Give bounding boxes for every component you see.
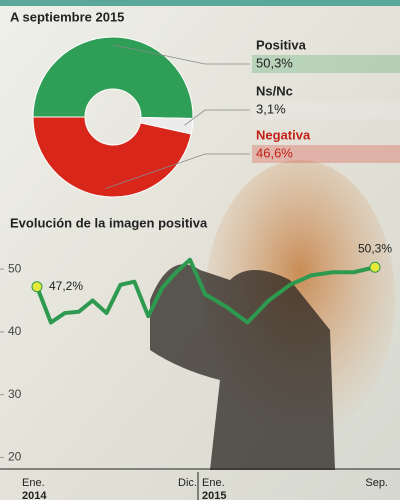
x-tick-label: Ene. [202,477,225,489]
x-tick-label: Dic. [178,477,197,489]
label-strip [252,145,400,163]
pie-title: A septiembre 2015 [10,9,124,24]
line-series [35,257,376,325]
leader-line [105,153,250,189]
x-tick-label: Ene. [22,477,45,489]
leader-line [113,44,250,65]
legend-label: Positiva [256,37,307,52]
y-tick-label: 30 [8,387,22,401]
point-marker [31,281,43,293]
y-tick-label: 20 [8,450,22,464]
leader-line [184,109,250,126]
photo-silhouette [150,264,335,470]
value-label: 50,3% [256,55,293,70]
year-label: 2015 [202,490,226,500]
y-tick-label: 50 [8,261,22,275]
label-strip [252,55,400,73]
value-label: 47,2% [49,279,83,293]
line-title: Evolución de la imagen positiva [10,215,208,230]
x-tick-label: Sep. [365,477,388,489]
point-marker [369,261,381,273]
value-label: 3,1% [256,101,286,116]
header-band [0,0,400,6]
value-label: 50,3% [358,241,392,255]
pie-slice [32,36,194,120]
y-tick-label: 40 [8,324,22,338]
legend-label: Ns/Nc [256,83,293,98]
year-label: 2014 [22,490,47,500]
label-strip [252,101,400,119]
pie-slice [32,116,192,198]
legend-label: Negativa [256,127,311,142]
value-label: 46,6% [256,145,293,160]
